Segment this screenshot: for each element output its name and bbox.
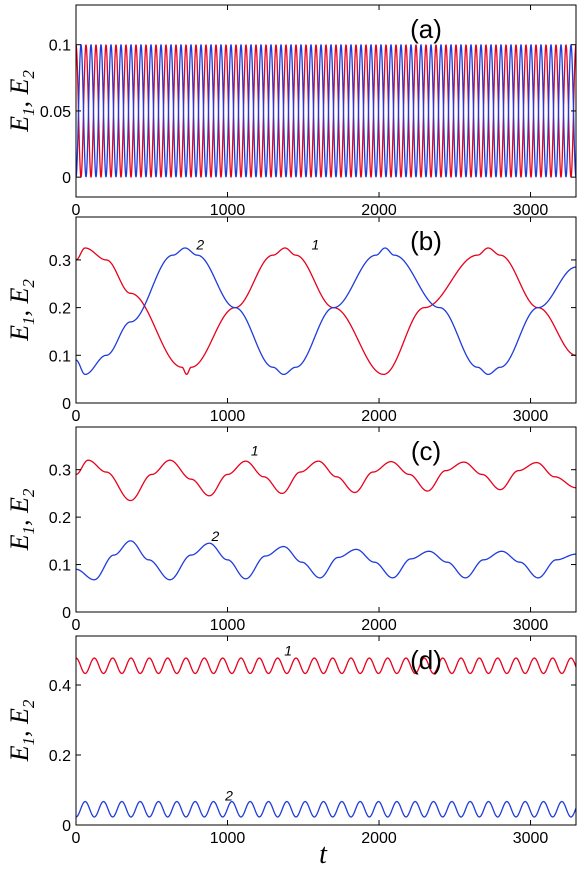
y-axis-label: E1, E2 — [5, 699, 38, 762]
y-tick-label: 0.4 — [49, 678, 71, 695]
series-line-1 — [76, 459, 576, 502]
x-tick-label: 1000 — [210, 202, 246, 219]
axes-frame — [75, 216, 577, 404]
y-tick-label: 0.2 — [49, 510, 71, 527]
y-axis-label: E1, E2 — [5, 279, 38, 342]
x-tick-label: 0 — [72, 617, 81, 634]
x-tick-label: 1000 — [210, 617, 246, 634]
axes-frame — [75, 635, 577, 826]
curve-label: 1 — [251, 442, 259, 458]
y-tick-label: 0.1 — [49, 38, 71, 55]
y-tick-label: 0.05 — [40, 104, 71, 121]
panel-2: 0 1000 2000 3000 0 0.1 0.2 0.3 (b) 2 1 E1, E2 — [5, 216, 577, 425]
y-tick-label: 0.3 — [49, 253, 71, 270]
y-axis-label: E1, E2 — [5, 70, 38, 133]
x-tick-label: 2000 — [361, 202, 397, 219]
y-tick-label: 0.2 — [49, 301, 71, 318]
x-tick-label: 3000 — [513, 830, 549, 847]
x-tick-label: 2000 — [361, 617, 397, 634]
axes-frame — [75, 426, 577, 613]
x-tick-label: 1000 — [210, 830, 246, 847]
y-tick-label: 0 — [62, 396, 71, 413]
panel-3: 0 1000 2000 3000 0 0.1 0.2 0.3 (c) 1 2 E1, E2 — [5, 426, 577, 634]
panel-label: (a) — [410, 14, 442, 44]
x-tick-label: 3000 — [513, 617, 549, 634]
panel-label: (d) — [410, 645, 442, 675]
x-axis-label: t — [319, 839, 328, 869]
x-tick-label: 2000 — [361, 408, 397, 425]
curve-label: 2 — [195, 236, 204, 252]
y-tick-label: 0.2 — [49, 748, 71, 765]
curve-label: 1 — [284, 642, 292, 658]
x-tick-label: 0 — [72, 408, 81, 425]
y-tick-label: 0.1 — [49, 348, 71, 365]
y-tick-label: 0 — [62, 170, 71, 187]
panel-4: 0 1000 2000 3000 0 0.2 0.4 (d) 1 2 E1, E2 t — [5, 635, 577, 869]
series-line-2 — [76, 44, 576, 178]
y-tick-label: 0.3 — [49, 463, 71, 480]
series-line-2 — [76, 247, 576, 376]
panel-label: (b) — [410, 226, 442, 256]
curve-label: 2 — [224, 788, 233, 804]
y-tick-label: 0 — [62, 818, 71, 835]
curve-label: 1 — [311, 236, 319, 252]
x-tick-label: 3000 — [513, 202, 549, 219]
panel-1: 0 1000 2000 3000 0 0.05 0.1 (a) E1, E2 — [5, 4, 577, 219]
y-tick-label: 0.1 — [49, 558, 71, 575]
panel-label: (c) — [411, 436, 441, 466]
y-tick-label: 0 — [62, 605, 71, 622]
y-axis-label: E1, E2 — [5, 488, 38, 551]
axes-frame — [75, 4, 577, 198]
x-tick-label: 2000 — [361, 830, 397, 847]
x-tick-label: 3000 — [513, 408, 549, 425]
series-line-1 — [76, 44, 576, 178]
curve-label: 2 — [210, 528, 219, 544]
x-tick-label: 0 — [72, 830, 81, 847]
series-line-1 — [76, 657, 576, 675]
series-line-2 — [76, 800, 576, 818]
x-tick-label: 1000 — [210, 408, 246, 425]
series-line-1 — [76, 247, 576, 376]
series-line-2 — [76, 540, 576, 581]
x-tick-label: 0 — [72, 202, 81, 219]
